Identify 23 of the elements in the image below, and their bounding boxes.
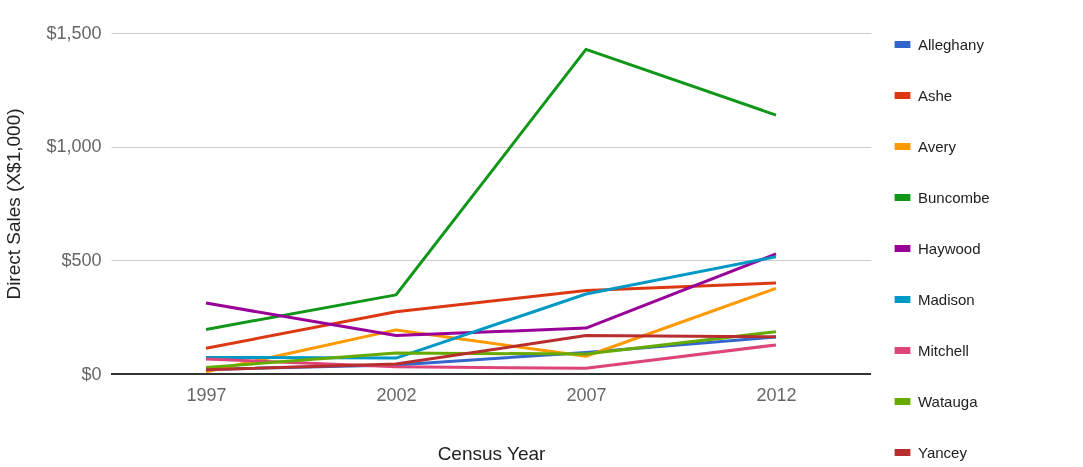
legend-label: Haywood bbox=[918, 239, 981, 257]
legend-label: Mitchell bbox=[918, 341, 969, 359]
legend-label: Alleghany bbox=[918, 35, 985, 53]
y-tick-label: $500 bbox=[61, 249, 102, 270]
line-series bbox=[204, 281, 778, 350]
line-series bbox=[204, 252, 778, 338]
y-axis-title: Direct Sales (X$1,000) bbox=[3, 108, 25, 300]
x-tick-label: 1997 bbox=[186, 384, 227, 405]
y-tick-label: $1,500 bbox=[46, 22, 102, 43]
line-series bbox=[204, 255, 778, 360]
legend-label: Yancey bbox=[918, 443, 968, 461]
x-axis-title: Census Year bbox=[437, 442, 547, 464]
legend-label: Ashe bbox=[918, 86, 953, 104]
y-tick-label: $0 bbox=[81, 363, 102, 384]
legend-label: Buncombe bbox=[918, 188, 990, 206]
x-tick-label: 2002 bbox=[376, 384, 417, 405]
x-tick-label: 2012 bbox=[756, 384, 797, 405]
legend-label: Avery bbox=[918, 137, 957, 155]
x-tick-label: 2007 bbox=[566, 384, 607, 405]
legend-label: Madison bbox=[918, 290, 975, 308]
line-series bbox=[204, 47, 778, 331]
y-tick-label: $1,000 bbox=[46, 136, 102, 157]
legend-label: Watauga bbox=[918, 392, 979, 410]
